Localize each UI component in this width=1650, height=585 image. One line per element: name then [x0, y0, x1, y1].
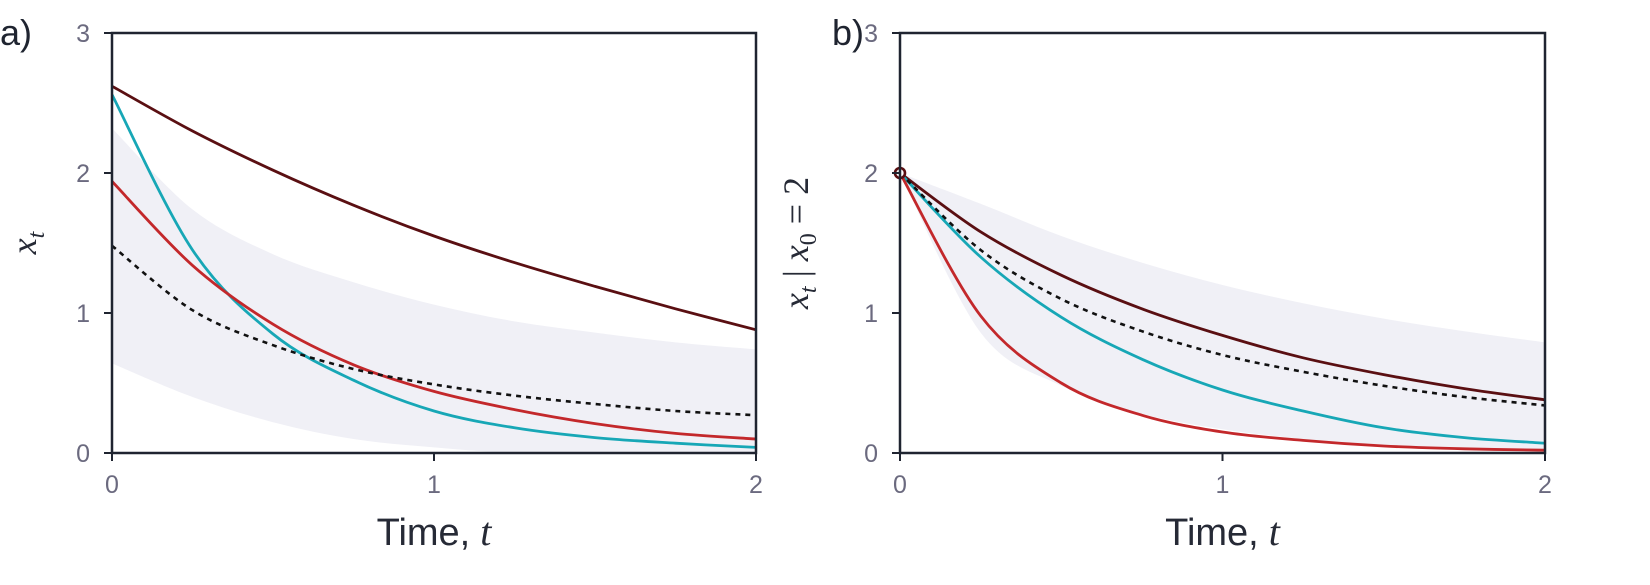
y-label-condition-value: = 2	[776, 177, 816, 233]
y-axis-label: xt | x0 = 2	[776, 177, 822, 310]
y-tick-label: 0	[864, 440, 878, 468]
x-tick-label: 2	[749, 471, 763, 499]
sample-line-3	[112, 180, 756, 441]
y-tick-label: 2	[864, 160, 878, 188]
uncertainty-band	[112, 128, 756, 453]
x-axis-label-text: Time,	[1165, 512, 1259, 554]
y-label-given: |	[776, 261, 816, 286]
y-label-main: x	[4, 238, 44, 255]
x-tick-label: 0	[105, 471, 119, 499]
panel-label-a: a)	[0, 12, 32, 53]
x-tick-label: 2	[1538, 471, 1552, 499]
sample-line-3	[900, 172, 1545, 452]
y-label-subscript: t	[796, 285, 822, 293]
y-tick-label: 3	[76, 20, 90, 48]
x-axis-label: Time, t	[377, 509, 493, 554]
plot-area-b	[900, 171, 1545, 452]
x-tick-label: 0	[893, 471, 907, 499]
x-axis-label-variable: t	[1269, 509, 1281, 554]
x-tick-label: 1	[427, 471, 441, 499]
sample-line-1	[900, 171, 1545, 402]
mean-line	[900, 172, 1545, 407]
y-axis-label: xt	[4, 230, 50, 255]
x-tick-label: 1	[1216, 471, 1230, 499]
x-axis-label-text: Time,	[377, 512, 471, 554]
uncertainty-band	[900, 173, 1545, 451]
x-axis-label: Time, t	[1165, 509, 1281, 554]
plot-area-a	[112, 84, 756, 453]
x-axis-label-variable: t	[480, 509, 492, 554]
y-label-main: x	[776, 293, 816, 310]
panel-label-b: b)	[832, 12, 864, 53]
y-tick-label: 1	[864, 300, 878, 328]
y-tick-label: 0	[76, 440, 90, 468]
sample-line-2	[900, 172, 1545, 445]
y-label-subscript: t	[24, 230, 50, 238]
sample-line-1	[112, 84, 756, 332]
y-label-condition-subscript: 0	[796, 233, 822, 245]
y-tick-label: 3	[864, 20, 878, 48]
sample-line-2	[112, 93, 756, 449]
y-label-condition-var: x	[776, 245, 816, 262]
y-tick-label: 1	[76, 300, 90, 328]
y-tick-label: 2	[76, 160, 90, 188]
